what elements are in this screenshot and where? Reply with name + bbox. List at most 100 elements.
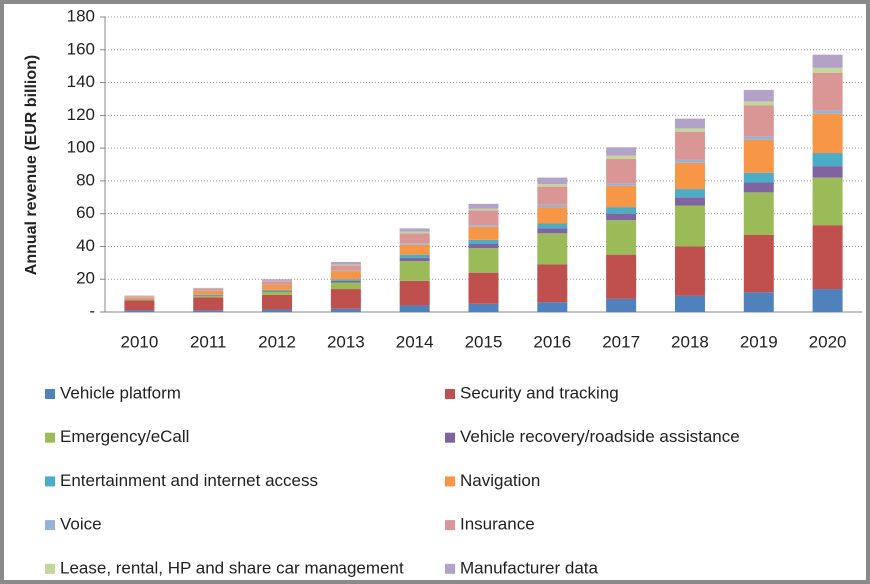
bar-segment [537, 186, 568, 205]
legend-label: Voice [60, 515, 102, 534]
bar-segment [537, 177, 568, 185]
bar-segment [606, 185, 637, 208]
bar-segment [606, 158, 637, 184]
legend-label: Security and tracking [460, 383, 619, 402]
bar-segment [124, 296, 155, 298]
bar-segment [468, 203, 499, 209]
bar-segment [399, 244, 430, 255]
bar-segment [330, 279, 361, 281]
legend-swatch [445, 520, 455, 531]
legend-label: Vehicle recovery/roadside assistance [460, 427, 740, 446]
bar-segment [537, 204, 568, 208]
bar-segment [193, 294, 224, 296]
y-tick-label: 180 [67, 6, 95, 25]
bar-segment [468, 225, 499, 227]
bar-segment [812, 72, 843, 111]
bar-segment [812, 113, 843, 154]
bar-segment [330, 282, 361, 290]
legend-swatch [445, 476, 455, 487]
legend-label: Navigation [460, 471, 540, 490]
bar-segment [330, 280, 361, 283]
y-tick-label: 120 [67, 105, 95, 124]
bar-segment [193, 297, 224, 311]
bar-segment [606, 147, 637, 156]
x-tick-label: 2011 [190, 332, 227, 351]
y-tick-label: 80 [76, 170, 95, 189]
x-tick-label: 2019 [740, 332, 778, 351]
bar-segment [812, 54, 843, 68]
bar-segment [674, 159, 705, 163]
bar-segment [468, 210, 499, 226]
legend-swatch [445, 389, 455, 399]
bar-segment [812, 177, 843, 226]
bar-segment [399, 243, 430, 245]
bar-segment [262, 281, 293, 285]
y-tick-label: 100 [67, 138, 95, 157]
bar-segment [606, 183, 637, 186]
bar-segment [330, 289, 361, 309]
y-tick-label: 20 [76, 269, 95, 288]
bar-segment [468, 248, 499, 273]
x-tick-label: 2020 [809, 332, 847, 351]
bar-segment [812, 110, 843, 114]
bar-segment [537, 264, 568, 303]
bar-segment [674, 131, 705, 160]
bar-segment [674, 246, 705, 296]
bar-segment [743, 89, 774, 102]
x-tick-label: 2017 [602, 332, 640, 351]
bar-segment [468, 272, 499, 304]
bar-segment [537, 223, 568, 229]
bar-segment [743, 292, 774, 312]
bar-segment [468, 239, 499, 244]
bar-segment [743, 182, 774, 193]
legend-swatch [45, 476, 55, 487]
bar-segment [743, 234, 774, 293]
legend-label: Entertainment and internet access [60, 471, 318, 490]
bar-segment [468, 208, 499, 211]
bar-segment [262, 290, 293, 292]
y-tick-label: - [89, 301, 95, 320]
bar-segment [674, 205, 705, 247]
bar-segment [674, 197, 705, 206]
bar-segment [124, 297, 155, 299]
bar-segment [537, 302, 568, 312]
x-tick-label: 2014 [396, 332, 434, 351]
bar-segment [124, 300, 155, 311]
bar-segment [399, 261, 430, 281]
bar-segment [399, 233, 430, 244]
bar-segment [330, 264, 361, 266]
bar-segment [399, 254, 430, 258]
bar-segment [674, 189, 705, 198]
bar-segment [193, 287, 224, 289]
bar-segment [674, 295, 705, 312]
legend-swatch [45, 389, 55, 399]
bar-segment [399, 257, 430, 262]
bar-segment [399, 228, 430, 232]
y-tick-label: 60 [76, 203, 95, 222]
bar-segment [674, 128, 705, 132]
legend-label: Lease, rental, HP and share car manageme… [60, 558, 404, 577]
bar-segment [537, 228, 568, 234]
bar-segment [606, 213, 637, 221]
bar-segment [674, 162, 705, 190]
bar-segment [399, 280, 430, 306]
x-tick-label: 2018 [671, 332, 709, 351]
bar-segment [262, 309, 293, 312]
bar-segment [743, 172, 774, 183]
bar-segment [537, 233, 568, 265]
bar-segment [262, 279, 293, 281]
x-tick-label: 2016 [533, 332, 571, 351]
bar-segment [674, 118, 705, 129]
bar-segment [606, 298, 637, 312]
bar-segment [330, 271, 361, 280]
bar-segment [124, 310, 155, 312]
bar-segment [262, 289, 293, 291]
legend-swatch [45, 563, 55, 574]
bar-segment [193, 291, 224, 295]
x-tick-label: 2015 [465, 332, 503, 351]
y-tick-label: 160 [67, 39, 95, 58]
bar-segment [606, 207, 637, 214]
bar-segment [606, 220, 637, 255]
bar-segment [468, 243, 499, 249]
